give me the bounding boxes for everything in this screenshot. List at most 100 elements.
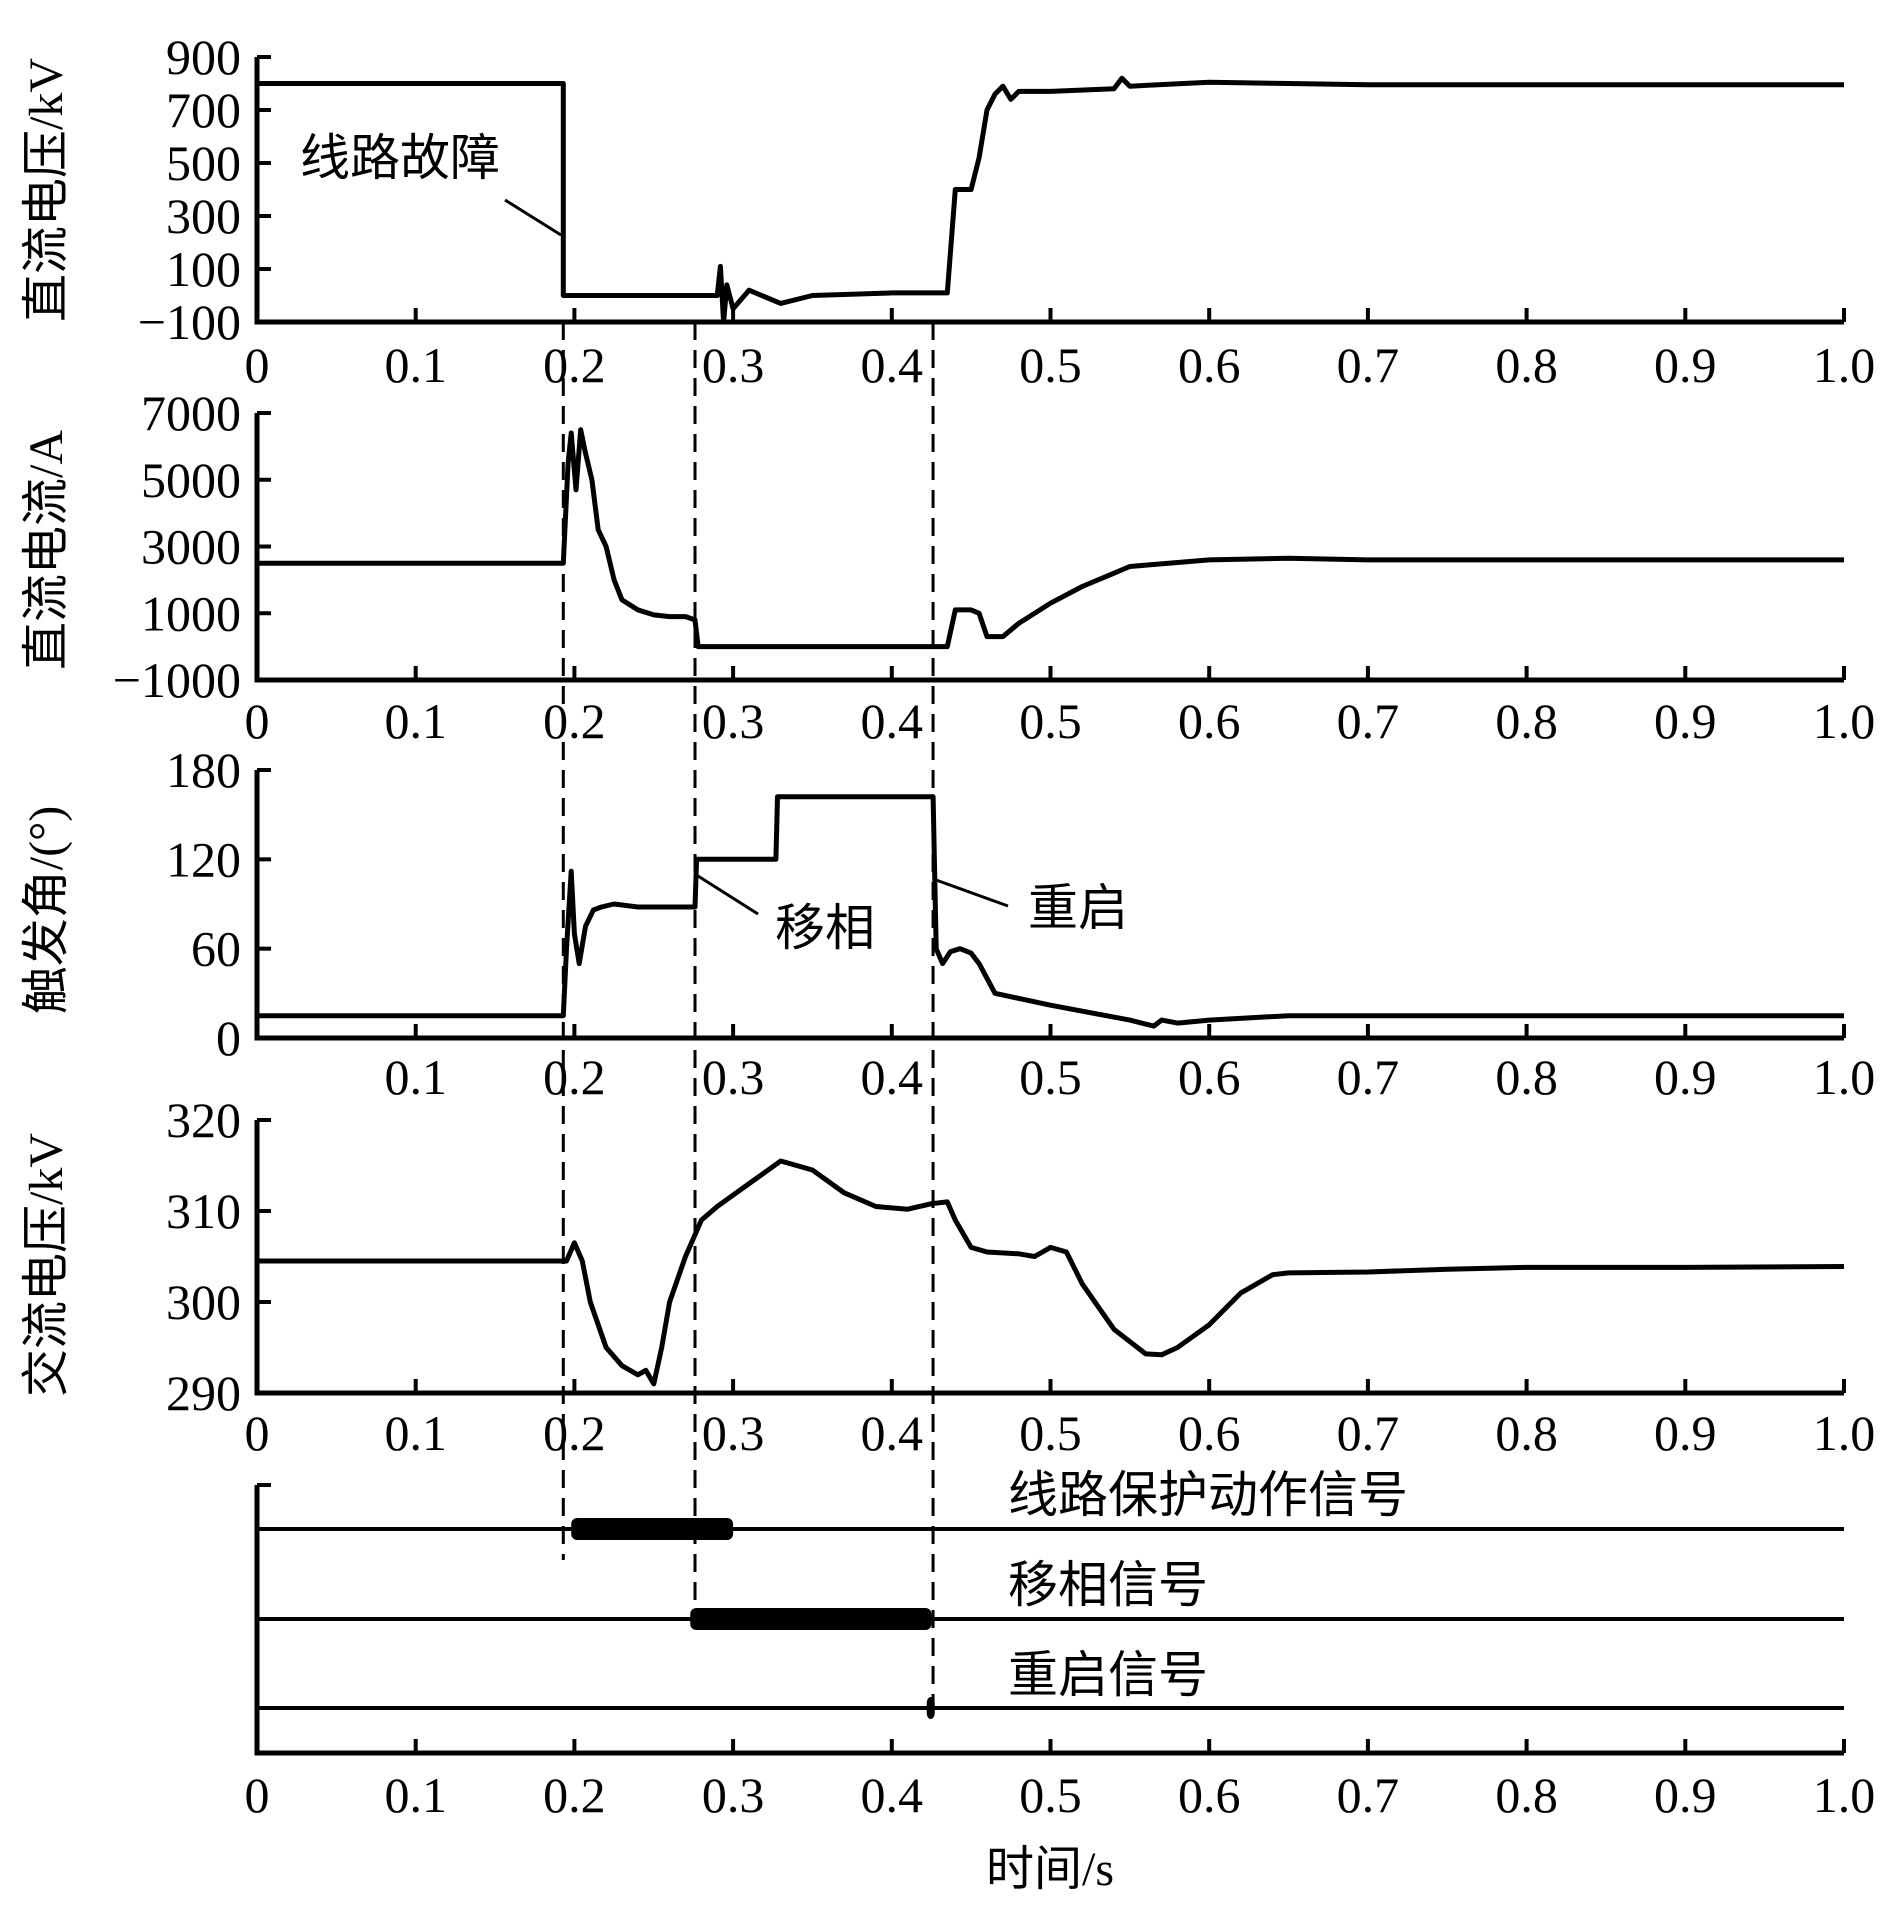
event-dashed-lines — [561, 322, 935, 1708]
x-tick-label: 0.2 — [543, 337, 606, 393]
y-tick-label: 180 — [166, 742, 241, 798]
x-tick-label: 0.8 — [1495, 1405, 1558, 1461]
x-tick-label: 0.8 — [1495, 1767, 1558, 1823]
x-tick-label: 0.5 — [1019, 1405, 1082, 1461]
signal-label-phase-shift: 移相信号 — [1008, 1557, 1208, 1613]
x-tick-label: 0.6 — [1178, 337, 1241, 393]
data-trace — [257, 427, 1844, 650]
x-tick-label: 0.7 — [1337, 693, 1400, 749]
y-tick-label: 5000 — [141, 452, 241, 508]
y-tick-label: 60 — [191, 921, 241, 977]
x-tick-label: 0.6 — [1178, 693, 1241, 749]
x-tick-label: 0.4 — [861, 1405, 924, 1461]
x-tick-label: 0.9 — [1654, 1405, 1717, 1461]
x-tick-label: 0.4 — [861, 337, 924, 393]
y-tick-label: 300 — [166, 1274, 241, 1330]
leader-phase-shift — [697, 874, 759, 916]
x-tick-label: 0.8 — [1495, 337, 1558, 393]
leader-line-fault — [504, 198, 562, 237]
y-tick-label: 500 — [166, 135, 241, 191]
y-tick-label: 100 — [166, 241, 241, 297]
y-tick-label: 300 — [166, 188, 241, 244]
x-tick-label: 0.4 — [861, 693, 924, 749]
x-tick-label: 0.1 — [384, 1767, 447, 1823]
p3-ylabel: 触发角/(°) — [20, 806, 73, 1015]
signal-label-restart: 重启信号 — [1008, 1647, 1208, 1703]
x-tick-label: 0.5 — [1019, 1767, 1082, 1823]
y-tick-label: 320 — [166, 1092, 241, 1148]
x-tick-label: 0.3 — [702, 693, 765, 749]
x-tick-label: 1.0 — [1813, 693, 1876, 749]
y-tick-label: 3000 — [141, 519, 241, 575]
x-tick-label: 0.2 — [543, 693, 606, 749]
y-tick-label: 1000 — [141, 585, 241, 641]
y-tick-label: −100 — [138, 294, 241, 350]
x-tick-label: 0.2 — [543, 1767, 606, 1823]
x-tick-label: 0.4 — [861, 1767, 924, 1823]
x-tick-label: 0.9 — [1654, 1049, 1717, 1105]
axis-lines — [254, 1120, 1844, 1396]
x-tick-label: 0.1 — [384, 1405, 447, 1461]
y-tick-label: 900 — [166, 29, 241, 85]
x-tick-label: 0 — [245, 1405, 270, 1461]
x-tick-label: 0.5 — [1019, 1049, 1082, 1105]
data-trace — [257, 1158, 1845, 1387]
x-tick-label: 0 — [245, 1767, 270, 1823]
x-tick-label: 0.7 — [1337, 1049, 1400, 1105]
x-tick-label: 0.7 — [1337, 1405, 1400, 1461]
panel-ac-voltage: 0 0.1 0.2 0.3 0.4 0.5 0.6 0.7 0.8 0.9 1.0 290 300 310… — [166, 1092, 1875, 1461]
y-tick-label: 7000 — [141, 385, 241, 441]
x-tick-label: 1.0 — [1813, 1405, 1876, 1461]
x-tick-label: 1.0 — [1813, 337, 1876, 393]
x-tick-label: 0.6 — [1178, 1405, 1241, 1461]
x-tick-label: 0.1 — [384, 693, 447, 749]
x-tick-label: 0.5 — [1019, 337, 1082, 393]
p4-ylabel: 交流电压/kV — [20, 1133, 73, 1397]
signal-active-bar — [571, 1518, 734, 1540]
x-tick-label: 0 — [245, 693, 270, 749]
axis-lines — [254, 57, 1844, 325]
y-tick-label: 120 — [166, 831, 241, 887]
signal-active-bar — [690, 1608, 932, 1630]
x-tick-label: 0.6 — [1178, 1049, 1241, 1105]
x-tick-label: 0.3 — [702, 337, 765, 393]
p2-ylabel: 直流电流/A — [20, 430, 73, 670]
x-tick-label: 0.9 — [1654, 693, 1717, 749]
panel-dc-current: 0 0.1 0.2 0.3 0.4 0.5 0.6 0.7 0.8 0.9 1.0 −1000 1000… — [113, 385, 1875, 749]
x-tick-label: 0.9 — [1654, 337, 1717, 393]
panel-firing-angle: 0.1 0.2 0.3 0.4 0.5 0.6 0.7 0.8 0.9 1.0 0 60 120 180 — [166, 742, 1875, 1105]
x-tick-label: 0.1 — [384, 337, 447, 393]
signal-active-bar — [926, 1697, 935, 1719]
y-tick-label: −1000 — [113, 652, 241, 708]
axis-lines — [254, 413, 1844, 683]
x-tick-label: 0.1 — [384, 1049, 447, 1105]
annotation-line-fault: 线路故障 — [300, 130, 500, 186]
x-tick-label: 0.2 — [543, 1049, 606, 1105]
x-tick-label: 0.3 — [702, 1767, 765, 1823]
x-tick-label: 0.7 — [1337, 337, 1400, 393]
annotation-phase-shift: 移相 — [775, 900, 875, 956]
y-tick-label: 0 — [216, 1010, 241, 1066]
x-tick-label: 0.3 — [702, 1405, 765, 1461]
x-tick-label: 0.6 — [1178, 1767, 1241, 1823]
x-tick-label: 1.0 — [1813, 1049, 1876, 1105]
p1-ylabel: 直流电压/kV — [20, 58, 73, 322]
leader-restart — [935, 878, 1009, 908]
panel-dc-voltage: 0 0.1 0.2 0.3 0.4 0.5 0.6 0.7 0.8 0.9 1.0 −10010030… — [138, 29, 1875, 393]
x-tick-label: 0.5 — [1019, 693, 1082, 749]
x-tick-label: 0.8 — [1495, 1049, 1558, 1105]
x-tick-label: 0.9 — [1654, 1767, 1717, 1823]
x-tick-label: 0.7 — [1337, 1767, 1400, 1823]
axis-lines — [254, 1485, 1844, 1756]
data-trace — [257, 794, 1844, 1029]
x-tick-label: 0.2 — [543, 1405, 606, 1461]
signal-label-line-protection: 线路保护动作信号 — [1008, 1467, 1408, 1523]
panel-signals: 0 0.1 0.2 0.3 0.4 0.5 0.6 0.7 0.8 0.9 1.0 — [245, 1483, 1875, 1823]
x-tick-label: 0.4 — [861, 1049, 924, 1105]
y-tick-label: 700 — [166, 82, 241, 138]
data-trace — [257, 75, 1844, 325]
annotation-restart: 重启 — [1028, 880, 1128, 936]
x-tick-label: 0.8 — [1495, 693, 1558, 749]
